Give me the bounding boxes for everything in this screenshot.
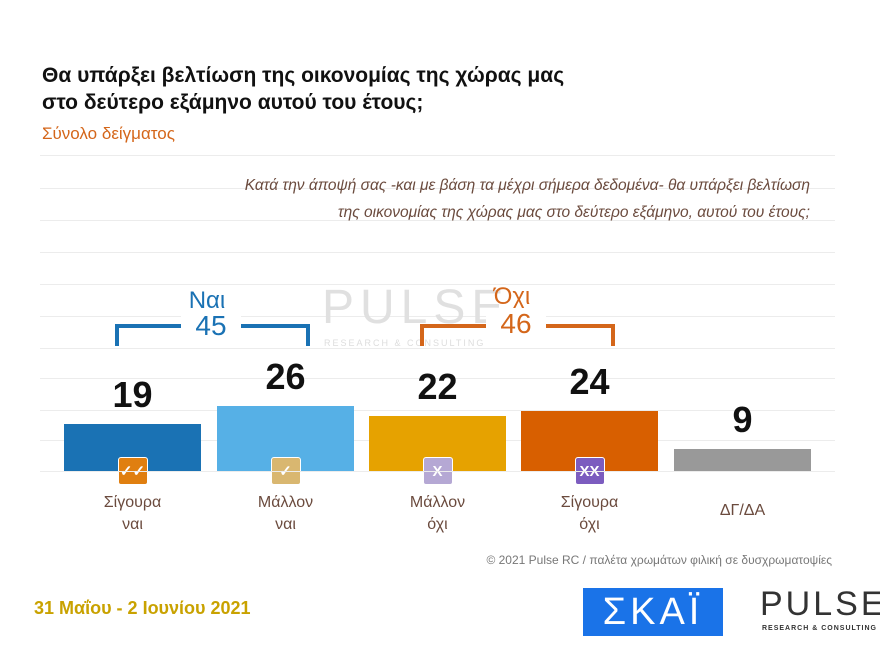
chart-subtitle: Σύνολο δείγματος (42, 124, 175, 143)
baseline (40, 471, 835, 472)
category-label: ΔΓ/ΔΑ (719, 502, 766, 519)
question-line-2: της οικονομίας της χώρας μας στο δεύτερο… (337, 204, 810, 221)
title-line-2: στο δεύτερο εξάμηνο αυτού του έτους; (42, 91, 424, 114)
value-label: 22 (417, 366, 458, 407)
value-label: 19 (112, 373, 153, 415)
category-label: Μάλλον όχι (409, 494, 466, 533)
gridline (40, 378, 835, 379)
group-label-no: Όχι (493, 283, 531, 310)
skai-logo: ΣΚΑΪ (583, 588, 723, 636)
gridline (40, 284, 835, 285)
category-label: Μάλλον ναι (257, 494, 314, 533)
gridline (40, 188, 835, 189)
pulse-logo: PULSE (760, 585, 880, 623)
gridline (40, 252, 835, 253)
pulse-logo-sub: RESEARCH & CONSULTING (762, 625, 877, 632)
gridline (40, 316, 835, 317)
question-text: Κατά την άποψή σας -και με βάση τα μέχρι… (90, 172, 810, 226)
copyright-footer: © 2021 Pulse RC / παλέτα χρωμάτων φιλική… (486, 553, 832, 567)
bar (674, 448, 811, 471)
category-label: Σίγουρα όχι (560, 494, 619, 533)
gridline (40, 220, 835, 221)
survey-date: 31 Μαΐου - 2 Ιουνίου 2021 (34, 598, 251, 618)
value-label: 26 (265, 356, 306, 397)
group-total-yes: 45 (181, 310, 241, 342)
chart-title: Θα υπάρξει βελτίωση της οικονομίας της χ… (42, 62, 564, 116)
category-label: Σίγουρα ναι (103, 494, 162, 533)
group-total-no: 46 (486, 308, 546, 340)
group-label-yes: Ναι (188, 287, 226, 314)
gridline (40, 155, 835, 156)
value-label: 24 (569, 361, 610, 402)
value-label: 9 (732, 398, 753, 440)
question-line-1: Κατά την άποψή σας -και με βάση τα μέχρι… (244, 177, 810, 194)
gridline (40, 410, 835, 411)
pulse-watermark-sub: RESEARCH & CONSULTING (324, 338, 486, 348)
gridline (40, 348, 835, 349)
title-line-1: Θα υπάρξει βελτίωση της οικονομίας της χ… (42, 64, 565, 87)
